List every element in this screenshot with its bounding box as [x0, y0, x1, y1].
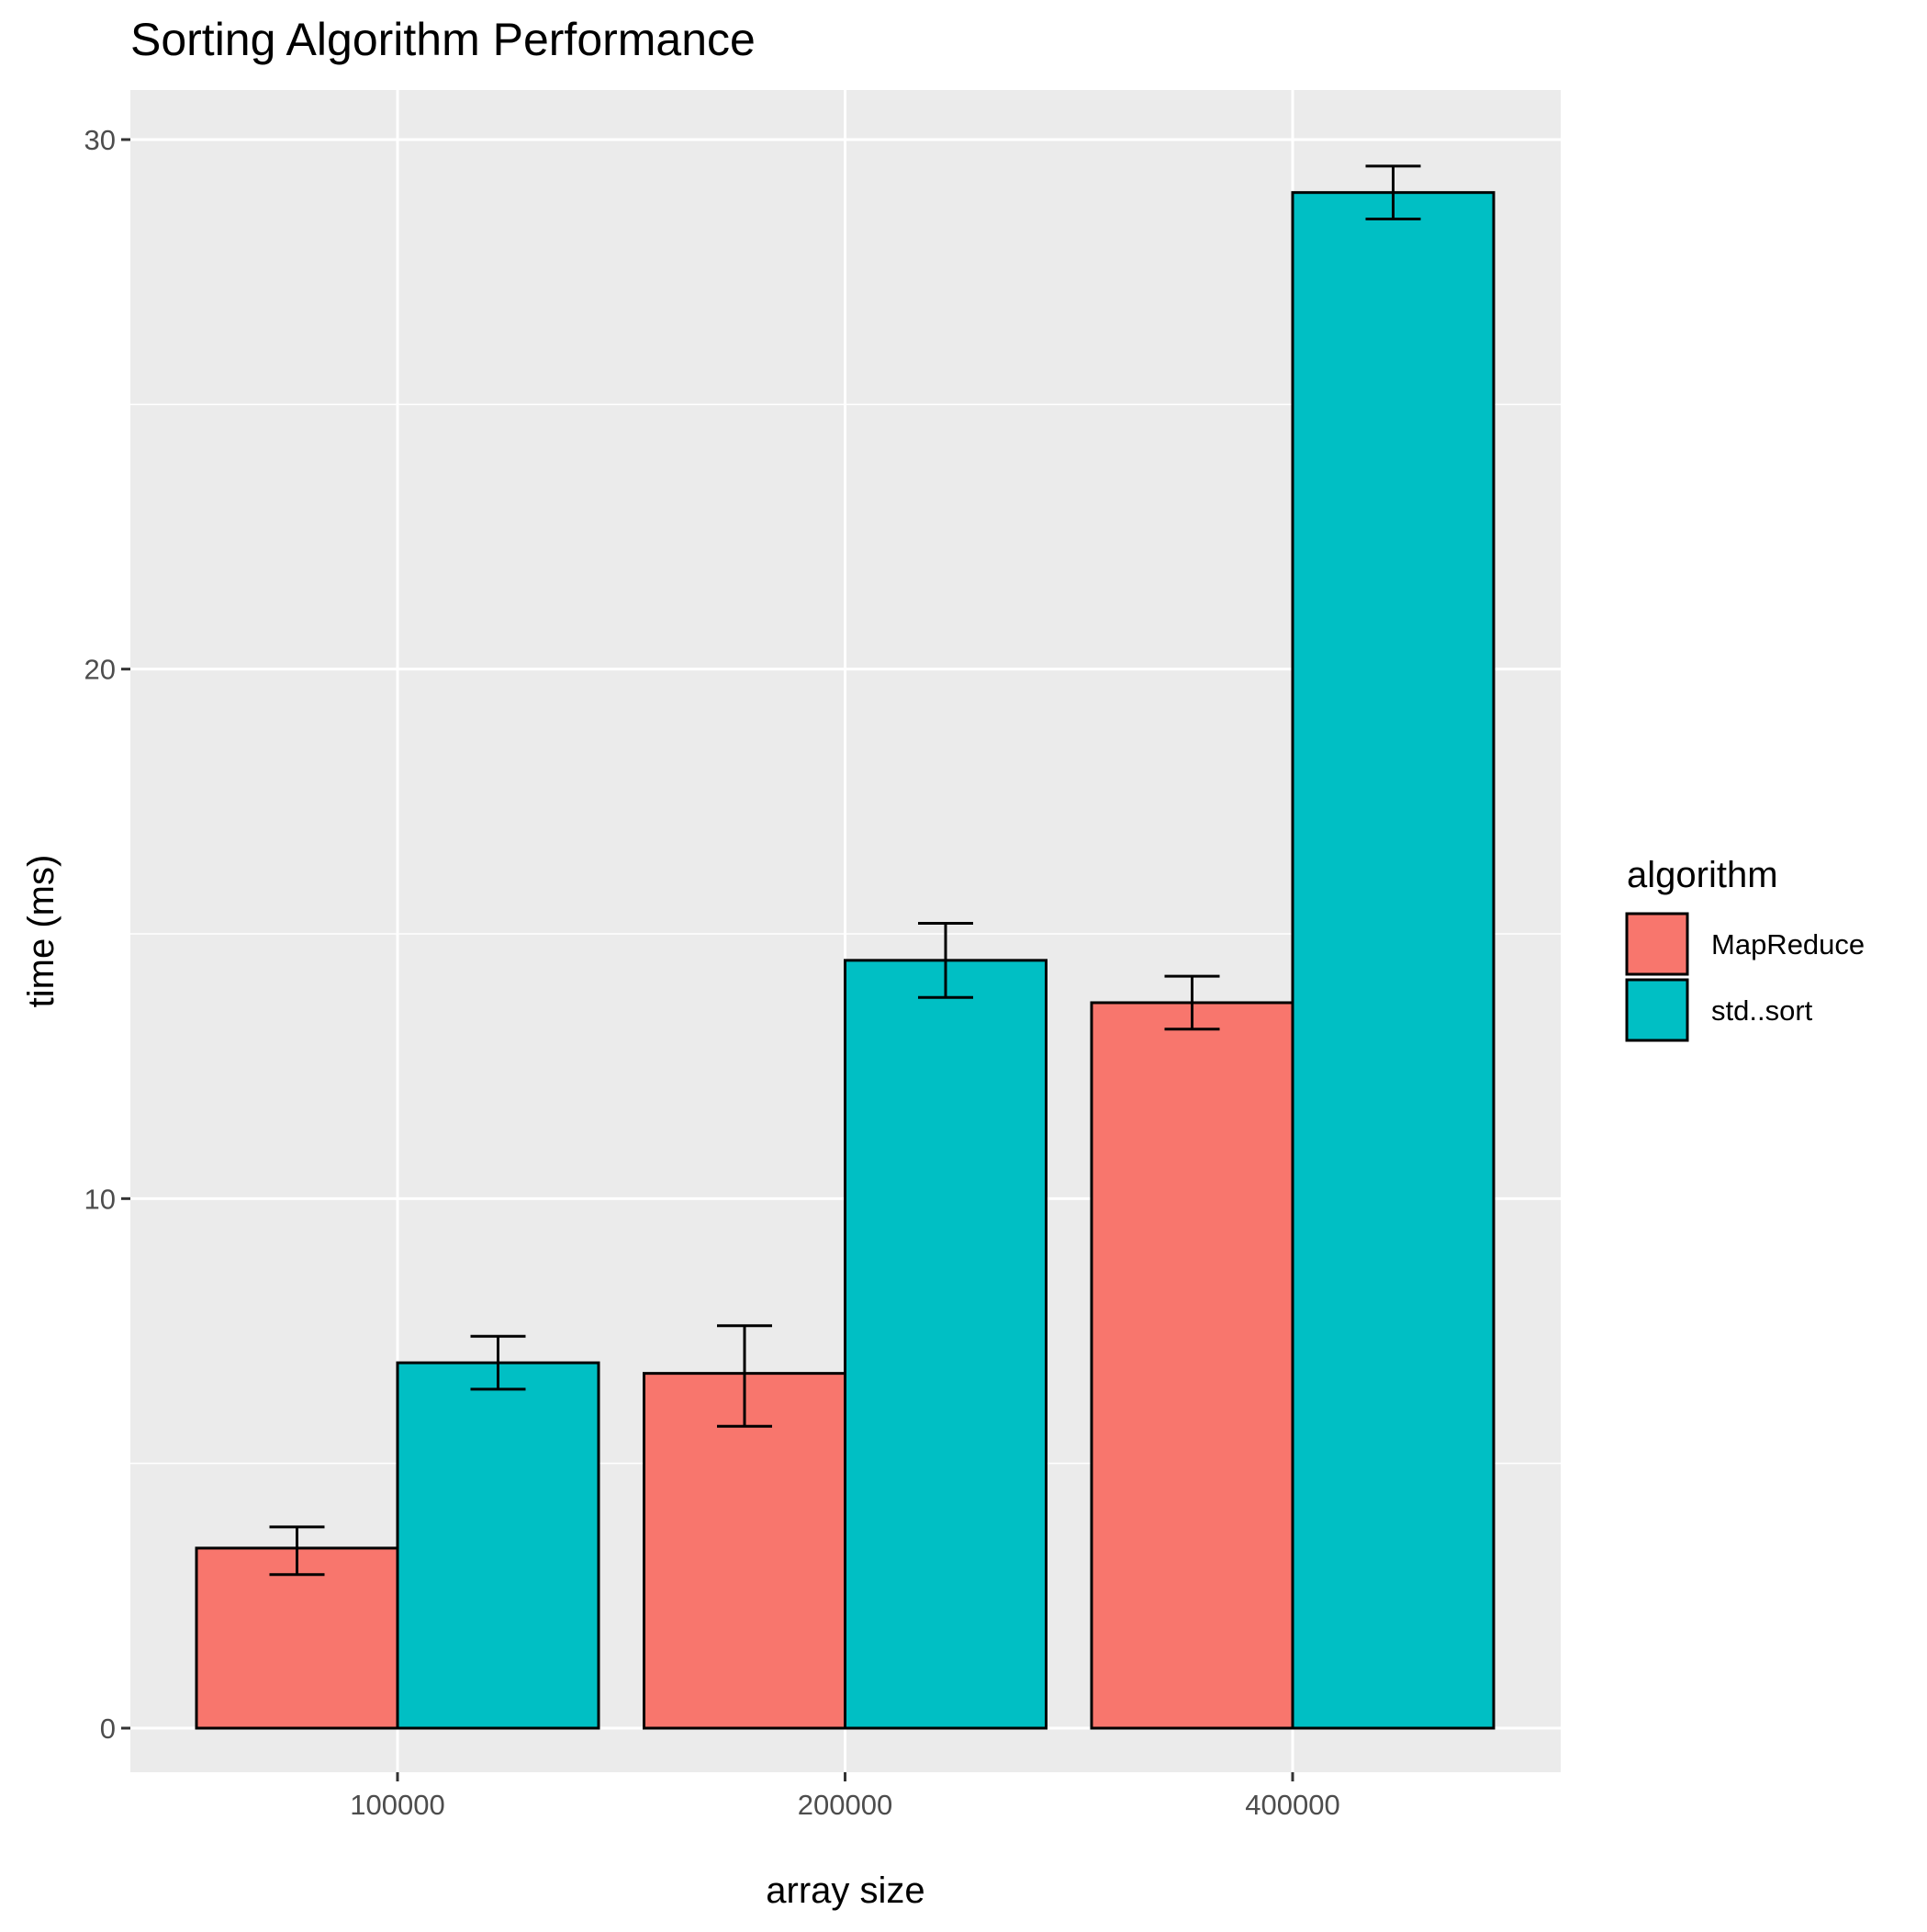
bar-std-sort-200000 [844, 959, 1048, 1730]
legend: algorithm MapReduce std..sort [1625, 855, 1865, 1042]
x-axis-title: array size [766, 1870, 924, 1911]
error-bar [1365, 164, 1421, 220]
error-bar [269, 1525, 325, 1577]
error-bar [1164, 974, 1220, 1031]
bars [195, 191, 1496, 1730]
legend-item: std..sort [1625, 978, 1813, 1042]
y-axis: 0 10 20 30 [84, 124, 130, 1745]
legend-swatch [1625, 978, 1689, 1042]
y-tick-label: 30 [84, 124, 116, 156]
x-tick-label: 400000 [1245, 1789, 1339, 1821]
legend-title: algorithm [1627, 855, 1778, 895]
legend-swatch [1625, 912, 1689, 976]
error-bars [269, 164, 1421, 1577]
error-bar [470, 1334, 526, 1391]
y-tick-label: 20 [84, 654, 116, 686]
legend-label: MapReduce [1711, 928, 1865, 960]
bar-mapreduce-400000 [1090, 1001, 1294, 1730]
bar-std-sort-400000 [1291, 191, 1496, 1730]
error-bar [717, 1324, 772, 1428]
x-tick-label: 200000 [798, 1789, 892, 1821]
bar-mapreduce-200000 [643, 1372, 846, 1730]
y-tick-label: 10 [84, 1183, 116, 1215]
y-axis-title: time (ms) [21, 855, 62, 1008]
bar-std-sort-100000 [396, 1361, 600, 1730]
x-tick-label: 100000 [350, 1789, 444, 1821]
error-bar [918, 921, 973, 999]
chart-title: Sorting Algorithm Performance [130, 14, 756, 65]
y-tick-label: 0 [100, 1713, 116, 1745]
x-axis: 100000 200000 400000 [350, 1772, 1340, 1821]
legend-item: MapReduce [1625, 912, 1865, 976]
legend-label: std..sort [1711, 994, 1813, 1027]
bar-mapreduce-100000 [195, 1546, 399, 1730]
